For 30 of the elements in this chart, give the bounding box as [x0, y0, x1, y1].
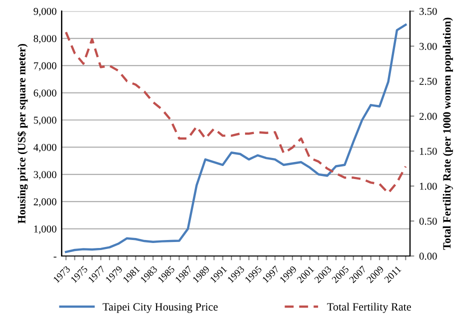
y2-tick-label: 1.50: [420, 148, 437, 155]
y-tick-label: 2,000: [34, 198, 56, 207]
y-tick-label: 7,000: [34, 62, 56, 71]
line-series: [64, 24, 407, 254]
y2-tick-label: 3.00: [420, 42, 437, 50]
y2-tick-label: 2.50: [419, 78, 437, 85]
y2-tick-label: 2.00: [419, 112, 437, 120]
y-tick-label: 8,000: [34, 35, 56, 44]
y-axis-title: Housing price (US$ per square meter): [17, 44, 28, 224]
y2-axis-title: Total Fertility Rate (per 1000 women population): [442, 18, 453, 250]
legend-label: Total Fertility Rate: [327, 302, 411, 313]
y2-tick-label: 0.00: [419, 252, 437, 260]
line-series: [64, 31, 407, 194]
legend-label: Taipei City Housing Price: [102, 303, 218, 313]
x-tick-label: 1991: [210, 266, 228, 284]
y2-tick-label: 3.50: [420, 8, 437, 15]
y-tick-label: 6,000: [34, 89, 56, 98]
y2-tick-label: 0.50: [419, 218, 437, 225]
x-tick-label: 1981: [122, 266, 140, 284]
x-tick-label: 1989: [192, 266, 210, 284]
y-tick-label: 5,000: [34, 116, 56, 126]
y-tick-label: 3,000: [34, 171, 56, 180]
x-tick-label: 2011: [384, 266, 402, 284]
y2-tick-label: 1.00: [420, 182, 437, 190]
x-tick-label: 1993: [227, 266, 245, 284]
x-tick-label: 1983: [140, 265, 158, 284]
y-tick-label: 1,000: [34, 225, 56, 234]
y-tick-label: 4,000: [34, 144, 56, 152]
y-tick-label: 9,000: [34, 8, 56, 16]
y-tick-label: -: [54, 256, 56, 258]
